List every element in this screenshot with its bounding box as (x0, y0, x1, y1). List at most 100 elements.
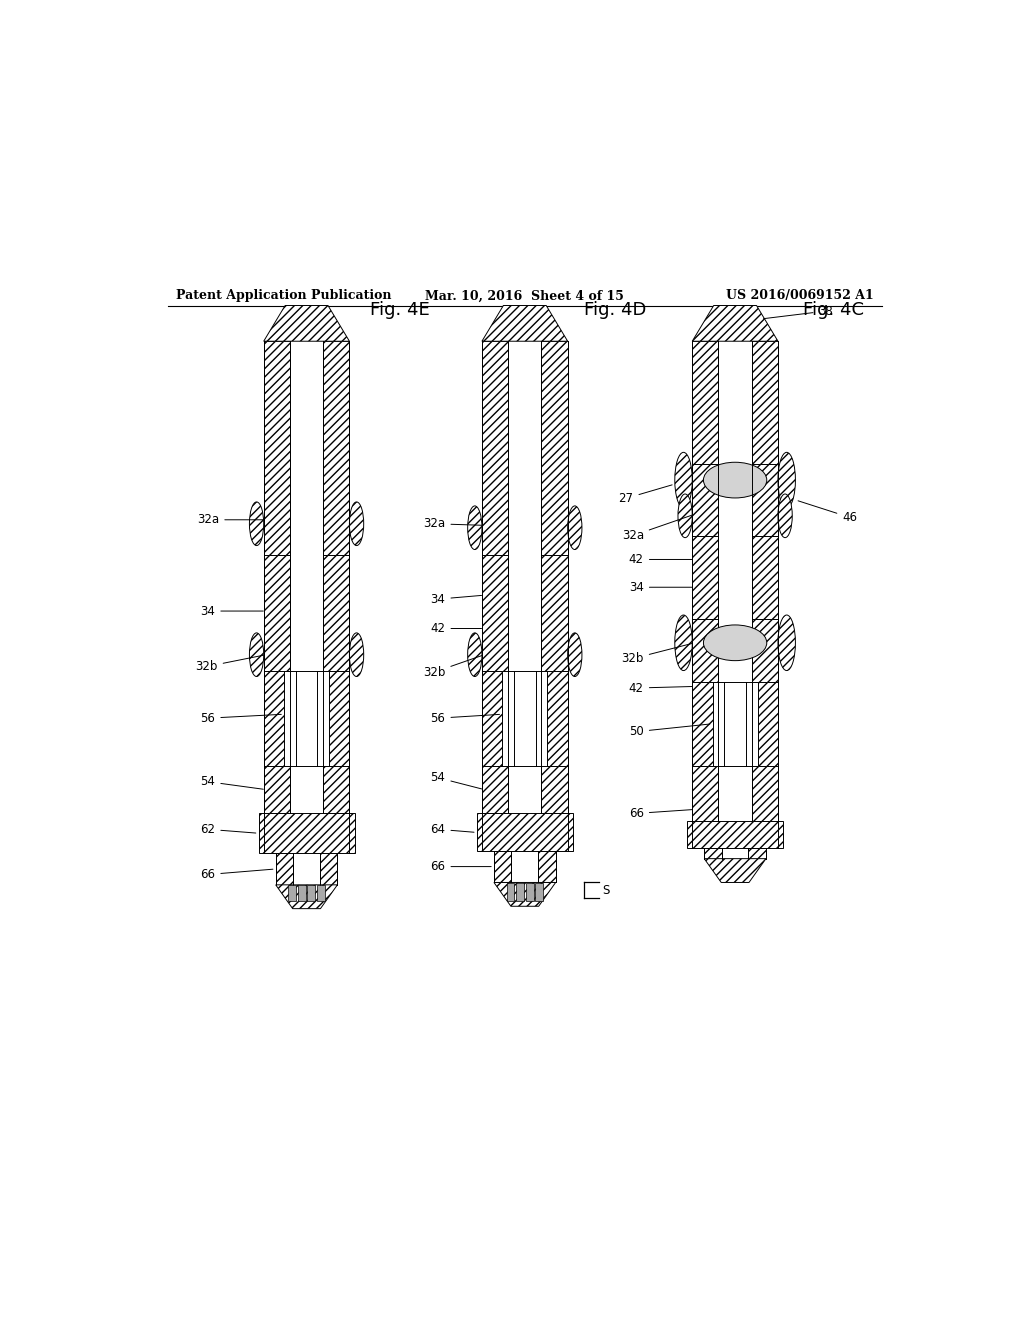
Text: US 2016/0069152 A1: US 2016/0069152 A1 (726, 289, 873, 302)
Polygon shape (275, 884, 338, 908)
Bar (482, 766, 508, 813)
Text: Fig. 4D: Fig. 4D (585, 301, 647, 319)
Polygon shape (692, 305, 778, 342)
Text: 34: 34 (430, 593, 481, 606)
Bar (752, 536, 778, 619)
Bar (692, 465, 719, 536)
Bar (749, 847, 766, 858)
Ellipse shape (468, 632, 482, 677)
Text: 32a: 32a (423, 517, 481, 531)
Ellipse shape (675, 453, 692, 508)
Text: 32b: 32b (423, 656, 481, 678)
Bar (692, 536, 719, 619)
Text: 32a: 32a (622, 515, 692, 543)
Bar (692, 766, 719, 821)
Text: Fig. 4C: Fig. 4C (803, 301, 863, 319)
Bar (264, 342, 290, 556)
Bar (275, 853, 293, 884)
Ellipse shape (703, 462, 767, 498)
Text: 42: 42 (629, 681, 692, 694)
Text: 32b: 32b (196, 655, 263, 673)
Ellipse shape (349, 632, 364, 677)
Text: 38: 38 (764, 305, 834, 318)
Polygon shape (705, 858, 766, 883)
Bar (324, 766, 349, 813)
Text: S: S (602, 884, 609, 896)
Bar (482, 556, 508, 671)
Bar (752, 619, 778, 682)
Text: 56: 56 (430, 711, 500, 725)
Bar (477, 813, 572, 850)
Text: Fig. 4E: Fig. 4E (370, 301, 430, 319)
Text: 64: 64 (430, 822, 474, 836)
Text: 42: 42 (629, 553, 692, 566)
Bar (525, 883, 534, 900)
Bar (259, 813, 354, 853)
Ellipse shape (567, 632, 582, 677)
Ellipse shape (250, 632, 264, 677)
Text: 42: 42 (430, 622, 481, 635)
Text: 56: 56 (201, 711, 282, 725)
Ellipse shape (675, 615, 692, 671)
Bar (752, 342, 778, 465)
Bar (316, 884, 325, 900)
Bar (324, 671, 349, 766)
Bar (516, 883, 524, 900)
Text: 66: 66 (430, 861, 492, 873)
Polygon shape (494, 883, 556, 907)
Bar (687, 821, 783, 847)
Text: 54: 54 (201, 775, 263, 789)
Text: 27: 27 (618, 484, 672, 504)
Text: 50: 50 (629, 725, 710, 738)
Bar (752, 682, 778, 766)
Ellipse shape (678, 494, 692, 537)
Bar (705, 847, 722, 858)
Bar (289, 884, 296, 900)
Bar (692, 682, 719, 766)
Bar (542, 671, 567, 766)
Text: 32b: 32b (622, 643, 692, 665)
Bar (264, 671, 290, 766)
Bar (542, 342, 567, 556)
Bar (298, 884, 306, 900)
Ellipse shape (349, 502, 364, 545)
Ellipse shape (778, 494, 793, 537)
Bar (324, 556, 349, 671)
Text: 34: 34 (201, 605, 263, 618)
Bar (482, 671, 508, 766)
Bar (307, 884, 315, 900)
Text: 66: 66 (629, 807, 692, 820)
Bar (752, 465, 778, 536)
Bar (507, 883, 514, 900)
Ellipse shape (567, 506, 582, 549)
Text: Patent Application Publication: Patent Application Publication (176, 289, 391, 302)
Text: Mar. 10, 2016  Sheet 4 of 15: Mar. 10, 2016 Sheet 4 of 15 (425, 289, 625, 302)
Text: 46: 46 (798, 500, 857, 524)
Bar (284, 671, 329, 766)
Ellipse shape (778, 453, 796, 508)
Text: 32a: 32a (198, 513, 263, 527)
Text: 66: 66 (201, 869, 273, 880)
Bar (503, 671, 547, 766)
Text: 62: 62 (201, 822, 256, 836)
Ellipse shape (703, 624, 767, 660)
Bar (542, 766, 567, 813)
Polygon shape (482, 305, 567, 342)
Bar (752, 766, 778, 821)
Bar (542, 556, 567, 671)
Bar (539, 850, 556, 883)
Bar (324, 342, 349, 556)
Bar (482, 342, 508, 556)
Bar (319, 853, 338, 884)
Ellipse shape (250, 502, 264, 545)
Polygon shape (264, 305, 349, 342)
Bar (713, 682, 758, 766)
Bar (692, 619, 719, 682)
Bar (692, 342, 719, 465)
Bar (494, 850, 511, 883)
Bar (536, 883, 543, 900)
Ellipse shape (778, 615, 796, 671)
Bar (264, 766, 290, 813)
Text: 34: 34 (629, 581, 692, 594)
Ellipse shape (468, 506, 482, 549)
